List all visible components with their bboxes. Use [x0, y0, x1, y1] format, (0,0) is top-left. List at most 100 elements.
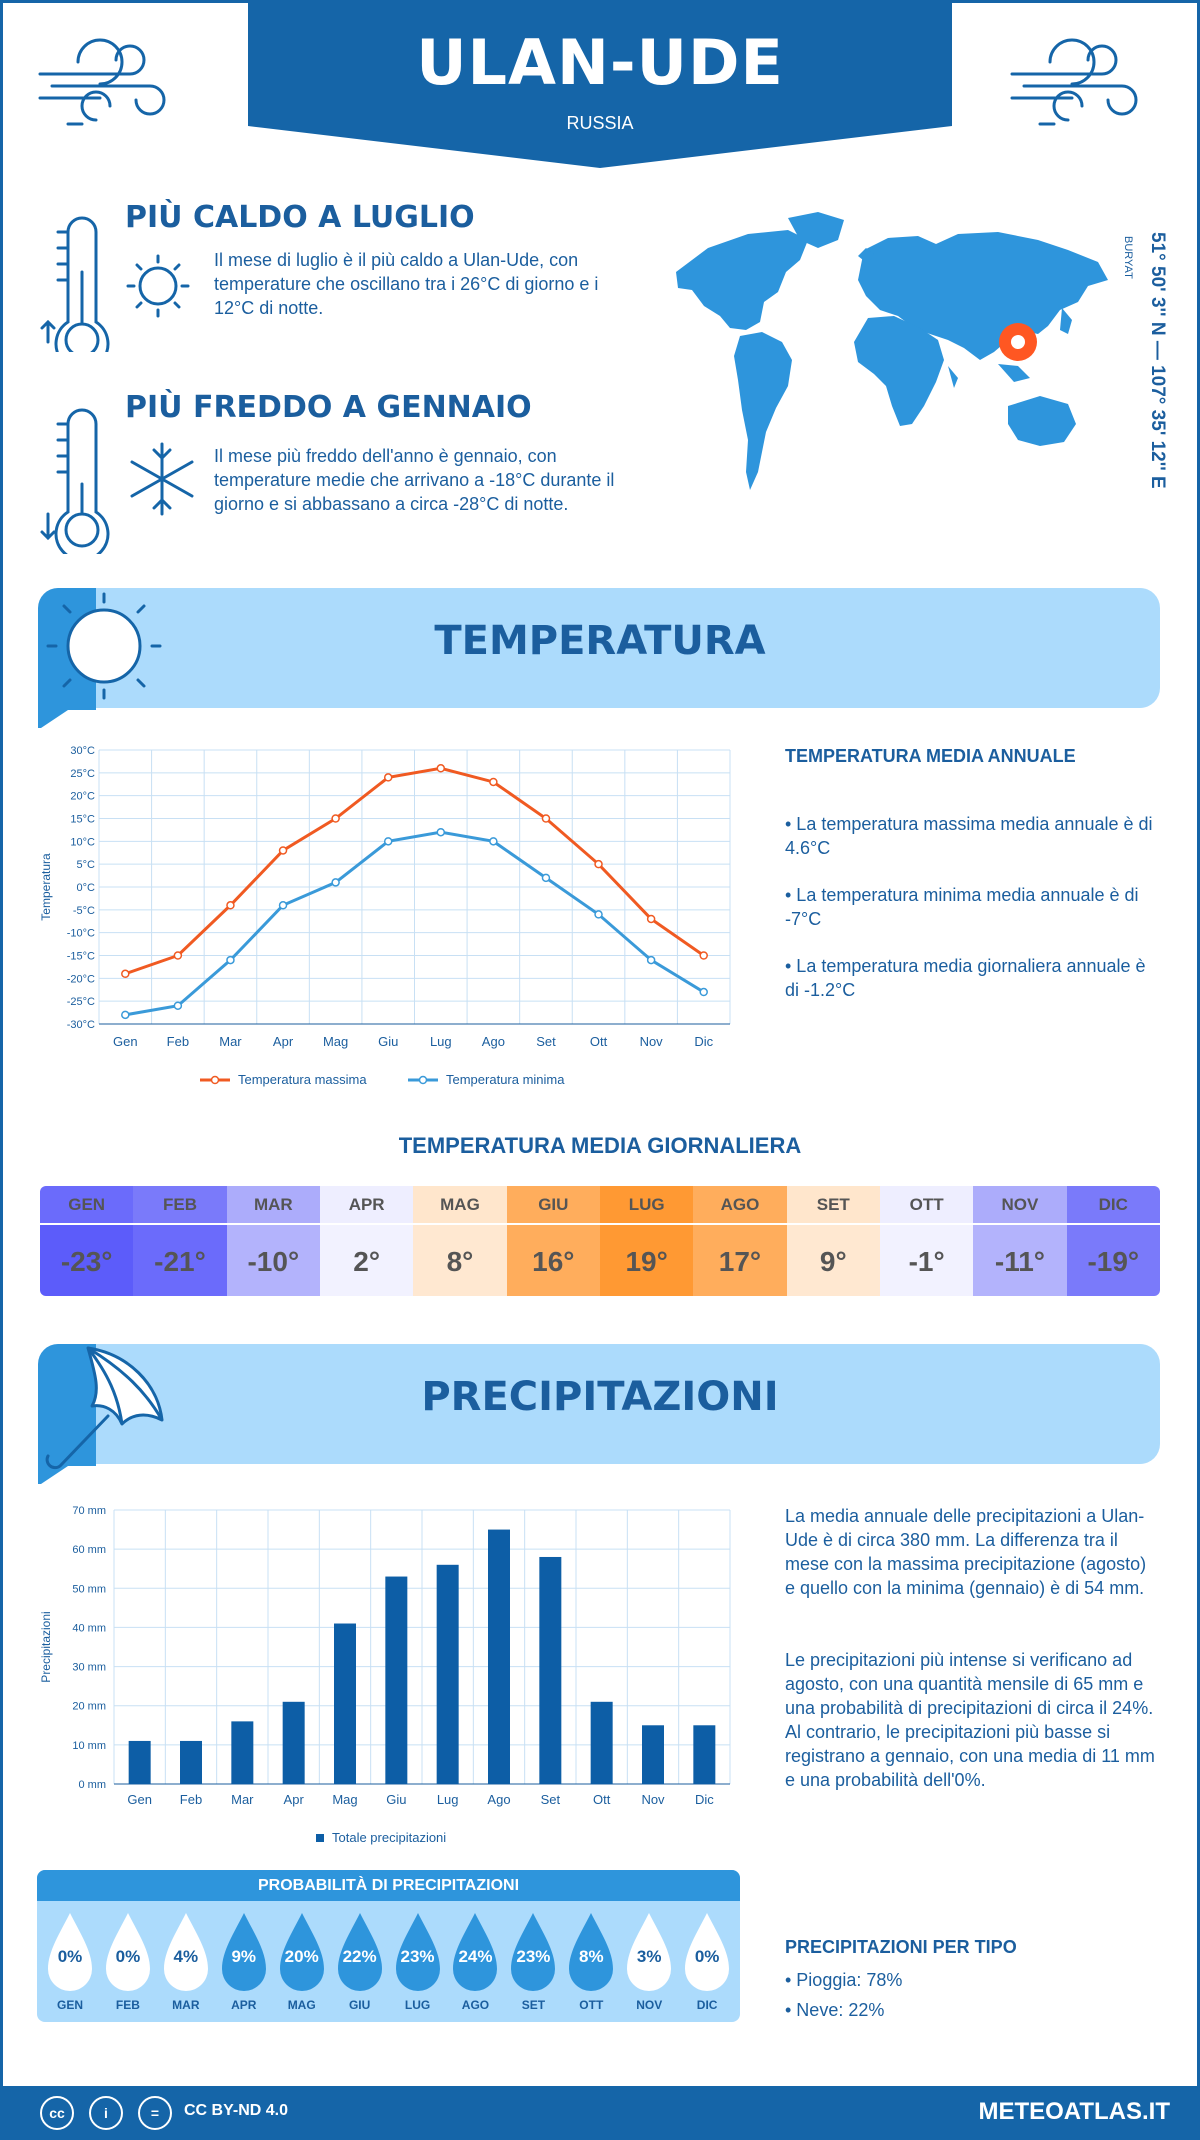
probability-drop: 0% DIC: [678, 1901, 736, 2019]
y-tick-label: 10°C: [70, 836, 95, 848]
month-column: APR 2°: [319, 1186, 414, 1296]
x-tick-label: Gen: [127, 1792, 152, 1807]
annual-temp-bullet-max: • La temperatura massima media annuale è…: [785, 814, 1153, 858]
probability-month: MAR: [172, 1998, 200, 2012]
data-point: [226, 955, 235, 965]
data-point: [331, 814, 340, 823]
month-column: FEB -21°: [133, 1186, 227, 1296]
month-column: SET 9°: [786, 1186, 880, 1296]
hottest-text: Il mese di luglio è il più caldo a Ulan-…: [214, 250, 599, 318]
probability-drop: 24% AGO: [446, 1901, 504, 2019]
data-point: [646, 955, 656, 965]
data-point: [646, 914, 656, 924]
month-header: SET: [786, 1186, 880, 1223]
data-point: [121, 1010, 130, 1020]
temperature-section-title: TEMPERATURA: [434, 618, 766, 664]
umbrella-icon: [38, 1344, 164, 1484]
precip-probability-title: PROBABILITÀ DI PRECIPITAZIONI: [37, 1870, 740, 1901]
precip-bar: [231, 1721, 254, 1784]
probability-value: 9%: [231, 1947, 257, 1966]
y-tick-label: -30°C: [67, 1019, 95, 1031]
month-column: LUG 19°: [599, 1186, 694, 1296]
x-tick-label: Lug: [430, 1034, 452, 1049]
legend-label: Temperatura massima: [238, 1072, 367, 1087]
precip-bar: [488, 1529, 510, 1784]
license-link[interactable]: CC BY-ND 4.0: [184, 2102, 289, 2119]
raindrop-icon: [48, 1913, 92, 1991]
x-tick-label: Feb: [180, 1792, 202, 1807]
month-temp-value: 16°: [506, 1223, 600, 1296]
y-tick-label: 0°C: [77, 882, 96, 894]
y-tick-label: 70 mm: [72, 1505, 106, 1517]
annual-temp-title: TEMPERATURA MEDIA ANNUALE: [785, 746, 1076, 766]
legend-marker: [210, 1075, 220, 1085]
month-temp-value: 17°: [693, 1223, 787, 1296]
data-point: [699, 951, 708, 960]
probability-drop: 9% APR: [215, 1901, 273, 2019]
series-line-min: [125, 830, 705, 1017]
precip-detail-text: Le precipitazioni più intense si verific…: [785, 1650, 1155, 1790]
probability-month: DIC: [696, 1998, 718, 2012]
month-column: OTT -1°: [879, 1186, 974, 1296]
month-column: MAG 8°: [413, 1186, 507, 1296]
thermometer-cold-icon: [40, 408, 194, 554]
month-header: FEB: [133, 1186, 227, 1223]
probability-month: AGO: [461, 1998, 490, 2012]
month-temp-value: 2°: [319, 1223, 414, 1296]
month-header: GEN: [40, 1186, 134, 1223]
precip-bar: [128, 1740, 151, 1784]
x-tick-label: Set: [536, 1034, 556, 1049]
data-point: [436, 764, 446, 773]
raindrop-icon: [511, 1913, 556, 1991]
region-label: BURYAT: [1122, 236, 1134, 279]
temperature-chart: -30°C -25°C -20°C -15°C -10°C -5°C 0°C 5°C 10°C 1…: [30, 740, 750, 1100]
month-header: OTT: [879, 1186, 974, 1223]
month-temp-value: -10°: [226, 1223, 320, 1296]
month-header: LUG: [599, 1186, 694, 1223]
x-tick-label: Set: [541, 1792, 561, 1807]
x-tick-label: Apr: [284, 1792, 305, 1807]
x-tick-label: Ago: [487, 1792, 510, 1807]
temperature-section-bar: TEMPERATURA: [40, 588, 1160, 708]
probability-month: APR: [231, 1998, 257, 2012]
month-temp-value: 8°: [413, 1223, 507, 1296]
precip-bar: [334, 1623, 356, 1784]
precip-section-bar: PRECIPITAZIONI: [40, 1344, 1160, 1464]
month-column: NOV -11°: [973, 1186, 1067, 1296]
y-tick-label: 10 mm: [72, 1740, 106, 1752]
site-link[interactable]: METEOATLAS.IT: [978, 2098, 1170, 2125]
data-point: [226, 901, 235, 910]
raindrop-icon: [569, 1913, 614, 1991]
x-tick-label: Mag: [332, 1792, 357, 1807]
data-point: [173, 951, 183, 960]
city-title: ULAN-UDE: [416, 26, 784, 99]
probability-value: 0%: [115, 1947, 141, 1966]
header-banner: ULAN-UDE RUSSIA: [248, 0, 952, 170]
data-point: [541, 814, 551, 823]
y-tick-label: 40 mm: [72, 1622, 106, 1634]
month-temp-value: -23°: [40, 1223, 134, 1296]
precip-bar: [282, 1701, 305, 1784]
precip-bar: [642, 1725, 664, 1784]
probability-drop: 23% LUG: [389, 1901, 447, 2019]
raindrop-icon: [105, 1913, 150, 1991]
x-tick-label: Giu: [386, 1792, 406, 1807]
legend-marker: [418, 1075, 428, 1085]
month-temp-value: 19°: [599, 1223, 694, 1296]
x-tick-label: Giu: [378, 1034, 398, 1049]
probability-drop: 4% MAR: [157, 1901, 215, 2019]
month-header: GIU: [506, 1186, 600, 1223]
footer: cc i = CC BY-ND 4.0 METEOATLAS.IT: [0, 2086, 1200, 2140]
precip-chart: 0 mm 10 mm 20 mm 30 mm 40 mm 50 mm 60 mm 70 mm G…: [30, 1500, 750, 1850]
precip-probability-box: PROBABILITÀ DI PRECIPITAZIONI 0% GEN 0% FEB…: [37, 1870, 740, 2022]
month-column: GIU 16°: [506, 1186, 600, 1296]
raindrop-icon: [279, 1913, 324, 1991]
y-tick-label: 20°C: [70, 791, 95, 803]
probability-drop: 23% SET: [504, 1901, 562, 2019]
data-point: [489, 777, 498, 787]
hottest-title: PIÙ CALDO A LUGLIO: [125, 200, 475, 235]
x-tick-label: Nov: [641, 1792, 665, 1807]
x-tick-label: Nov: [640, 1034, 664, 1049]
x-tick-label: Ago: [482, 1034, 505, 1049]
raindrop-icon: [221, 1913, 266, 1991]
